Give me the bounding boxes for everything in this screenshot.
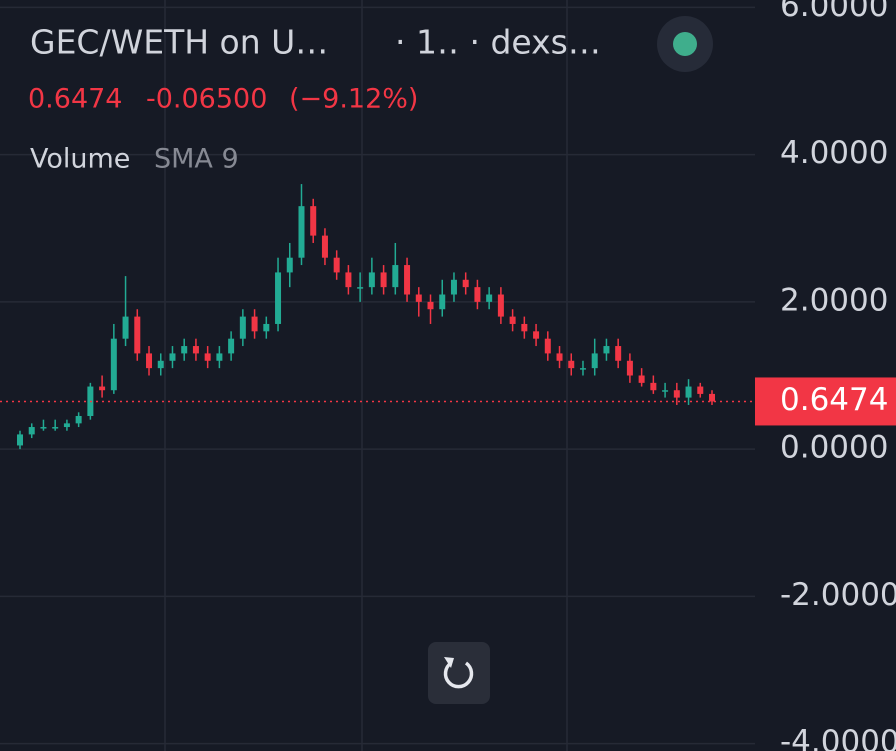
candle-body bbox=[181, 346, 188, 354]
interval-source: · 1‥ · dexs… bbox=[395, 23, 601, 62]
candle-body bbox=[368, 272, 375, 288]
reset-button-bg[interactable] bbox=[428, 642, 490, 704]
candle-body bbox=[263, 323, 270, 332]
candle-body bbox=[333, 257, 340, 273]
vertical-grid bbox=[164, 0, 568, 751]
candle-body bbox=[591, 353, 598, 369]
candle-body bbox=[110, 338, 117, 391]
candle-body bbox=[673, 390, 680, 398]
y-tick-label: -4.0000 bbox=[780, 724, 896, 751]
last-price: 0.6474 bbox=[28, 84, 122, 115]
y-tick-label: 2.0000 bbox=[780, 282, 888, 318]
candle-body bbox=[239, 316, 246, 339]
y-tick-label: -2.0000 bbox=[780, 577, 896, 613]
candle-body bbox=[486, 294, 493, 302]
candle-body bbox=[568, 360, 575, 369]
candle-body bbox=[146, 353, 153, 369]
candle-body bbox=[427, 301, 434, 310]
candle-body bbox=[626, 360, 633, 376]
candle-body bbox=[521, 323, 528, 332]
candle-body bbox=[380, 272, 387, 288]
candle-body bbox=[134, 316, 141, 354]
candle-body bbox=[697, 386, 704, 394]
candle-body bbox=[204, 353, 211, 361]
candle-body bbox=[122, 316, 129, 339]
candle-body bbox=[298, 206, 305, 258]
candle-body bbox=[40, 427, 47, 429]
reset-icon bbox=[443, 661, 474, 689]
candle-body bbox=[345, 272, 352, 288]
candle-body bbox=[75, 415, 82, 424]
candle-body bbox=[17, 434, 23, 446]
candle-body bbox=[228, 338, 235, 354]
candle-body bbox=[533, 331, 540, 339]
reset-icon-arrow bbox=[444, 657, 454, 668]
last-price-badge bbox=[755, 377, 896, 426]
candle-body bbox=[638, 375, 645, 383]
candle-body bbox=[615, 346, 622, 361]
candle-body bbox=[474, 287, 481, 302]
candle-body bbox=[216, 353, 223, 361]
candle-body bbox=[415, 294, 422, 302]
candle-body bbox=[169, 353, 176, 361]
candle-body bbox=[251, 316, 258, 332]
reset-button[interactable] bbox=[428, 642, 490, 704]
y-tick-label: 4.0000 bbox=[780, 135, 888, 171]
y-tick-label: 6.0000 bbox=[780, 0, 888, 24]
candle-body bbox=[286, 257, 293, 273]
candle-body bbox=[28, 427, 35, 435]
candle-body bbox=[450, 279, 457, 295]
candle-body bbox=[63, 423, 70, 428]
candle-body bbox=[392, 265, 399, 288]
price-change-percent: (−9.12%) bbox=[289, 84, 418, 115]
candle-body bbox=[357, 287, 364, 289]
candle-body bbox=[650, 382, 657, 391]
candle-body bbox=[275, 272, 282, 324]
indicator-params: SMA 9 bbox=[154, 144, 239, 175]
last-price-label: 0.6474 bbox=[780, 382, 888, 418]
symbol-title[interactable]: GEC/WETH on U… bbox=[30, 23, 328, 62]
candle-body bbox=[99, 386, 106, 391]
indicator-name[interactable]: Volume bbox=[30, 144, 130, 175]
y-tick-label: 0.0000 bbox=[780, 430, 888, 466]
candle-body bbox=[544, 338, 551, 354]
candle-body bbox=[192, 346, 199, 354]
price-change: -0.06500 bbox=[146, 84, 267, 115]
candle-body bbox=[709, 393, 715, 402]
candle-body bbox=[462, 279, 469, 288]
status-dot bbox=[673, 32, 697, 56]
candle-body bbox=[310, 206, 317, 236]
candle-body bbox=[662, 390, 669, 392]
candle-body bbox=[439, 294, 446, 310]
candle-body bbox=[157, 360, 164, 369]
candle-body bbox=[603, 346, 610, 354]
candle-body bbox=[52, 427, 59, 429]
candle-body bbox=[556, 353, 563, 361]
candle-body bbox=[685, 386, 692, 398]
candle-body bbox=[497, 294, 504, 317]
candle-body bbox=[579, 368, 586, 370]
candle-body bbox=[404, 265, 411, 295]
candle-body bbox=[321, 235, 328, 258]
candle-body bbox=[509, 316, 516, 324]
